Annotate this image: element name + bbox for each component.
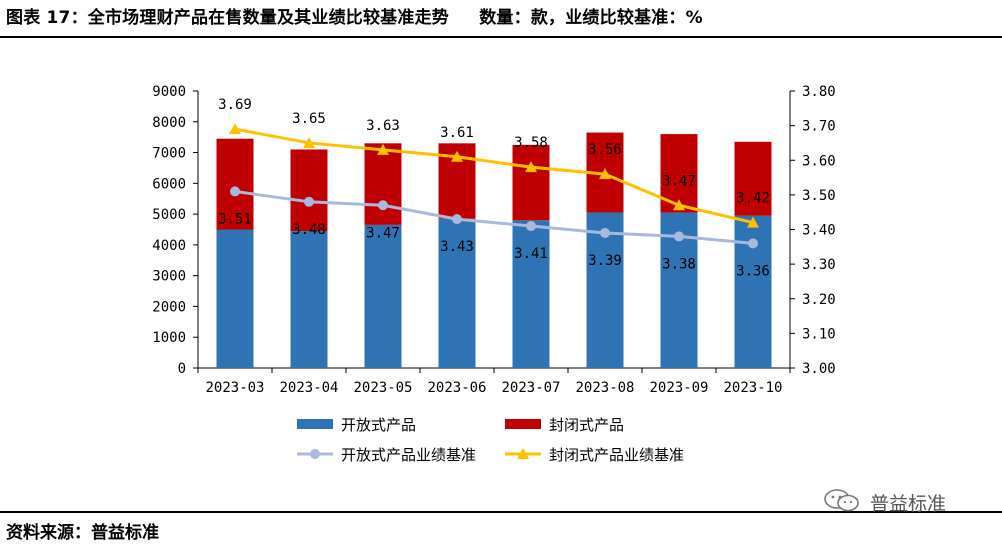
x-tick-label: 2023-06 bbox=[427, 380, 486, 396]
legend-label: 开放式产品业绩基准 bbox=[341, 446, 476, 464]
open-benchmark-point bbox=[378, 200, 388, 211]
legend-label: 封闭式产品业绩基准 bbox=[549, 446, 684, 464]
y-right-tick-label: 3.20 bbox=[802, 292, 836, 308]
open-benchmark-data-label: 3.43 bbox=[440, 239, 474, 255]
open-benchmark-point bbox=[304, 196, 314, 207]
closed-benchmark-point bbox=[377, 143, 389, 155]
bar-closed-products bbox=[512, 144, 550, 221]
open-benchmark-data-label: 3.39 bbox=[588, 253, 622, 269]
y-left-tick-label: 1000 bbox=[152, 330, 186, 346]
legend-item: 封闭式产品 bbox=[505, 416, 624, 434]
closed-benchmark-data-label: 3.56 bbox=[588, 142, 622, 158]
bar-open-products bbox=[512, 220, 550, 368]
units-text: 数量：款，业绩比较基准：% bbox=[479, 8, 703, 28]
open-benchmark-data-label: 3.36 bbox=[736, 263, 770, 279]
open-benchmark-data-label: 3.51 bbox=[218, 211, 252, 227]
open-benchmark-point bbox=[748, 238, 758, 249]
y-left-tick-label: 7000 bbox=[152, 146, 186, 162]
y-right-tick-label: 3.10 bbox=[802, 326, 836, 342]
legend-item: 开放式产品 bbox=[297, 416, 416, 434]
y-right-tick-label: 3.60 bbox=[802, 153, 836, 169]
bottom-rule bbox=[0, 511, 1002, 513]
x-tick-label: 2023-07 bbox=[501, 380, 560, 396]
legend-swatch-marker bbox=[310, 449, 320, 459]
legend-label: 封闭式产品 bbox=[549, 416, 624, 434]
x-tick-label: 2023-03 bbox=[205, 380, 264, 396]
legend-swatch-marker bbox=[517, 448, 529, 459]
open-benchmark-data-label: 3.38 bbox=[662, 256, 696, 272]
open-benchmark-point bbox=[526, 221, 536, 232]
x-tick-label: 2023-09 bbox=[649, 380, 708, 396]
open-benchmark-point bbox=[600, 227, 610, 238]
x-tick-label: 2023-04 bbox=[279, 380, 338, 396]
y-left-tick-label: 4000 bbox=[152, 238, 186, 254]
open-benchmark-point bbox=[230, 186, 240, 197]
y-left-tick-label: 3000 bbox=[152, 269, 186, 285]
y-left-tick-label: 8000 bbox=[152, 115, 186, 131]
legend-swatch bbox=[505, 419, 541, 429]
source-note: 资料来源：普益标准 bbox=[6, 523, 159, 543]
legend-swatch bbox=[297, 419, 333, 429]
open-benchmark-data-label: 3.41 bbox=[514, 246, 548, 262]
wechat-icon bbox=[824, 489, 859, 512]
y-left-tick-label: 9000 bbox=[152, 84, 186, 100]
legend-label: 开放式产品 bbox=[341, 416, 416, 434]
open-benchmark-point bbox=[674, 231, 684, 242]
closed-benchmark-data-label: 3.58 bbox=[514, 135, 548, 151]
open-benchmark-line bbox=[234, 189, 754, 245]
legend-item: 封闭式产品业绩基准 bbox=[505, 446, 684, 464]
closed-benchmark-line bbox=[234, 127, 754, 225]
bar-closed-products bbox=[734, 141, 772, 216]
open-benchmark-point bbox=[452, 214, 462, 225]
closed-benchmark-point bbox=[599, 168, 611, 180]
bar-closed-products bbox=[216, 138, 254, 230]
bar-open-products bbox=[216, 229, 254, 368]
legend-item: 开放式产品业绩基准 bbox=[297, 446, 476, 464]
closed-benchmark-data-label: 3.65 bbox=[292, 111, 326, 127]
watermark-text: 普益标准 bbox=[870, 493, 947, 515]
x-tick-label: 2023-10 bbox=[723, 380, 782, 396]
y-left-tick-label: 2000 bbox=[152, 299, 186, 315]
closed-benchmark-point bbox=[673, 199, 685, 211]
chart-title: 图表 17：全市场理财产品在售数量及其业绩比较基准走势 数量：款，业绩比较基准：… bbox=[6, 3, 703, 28]
y-right-tick-label: 3.50 bbox=[802, 188, 836, 204]
y-right-tick-label: 3.40 bbox=[802, 223, 836, 239]
x-tick-label: 2023-05 bbox=[353, 380, 412, 396]
bar-open-products bbox=[438, 218, 476, 368]
closed-benchmark-data-label: 3.47 bbox=[662, 173, 696, 189]
closed-benchmark-data-label: 3.69 bbox=[218, 97, 252, 113]
y-right-tick-label: 3.70 bbox=[802, 119, 836, 135]
closed-benchmark-data-label: 3.61 bbox=[440, 125, 474, 141]
open-benchmark-data-label: 3.47 bbox=[366, 225, 400, 241]
closed-benchmark-point bbox=[451, 150, 463, 162]
bar-closed-products bbox=[290, 149, 328, 232]
y-right-tick-label: 3.30 bbox=[802, 257, 836, 273]
y-left-tick-label: 6000 bbox=[152, 176, 186, 192]
bar-open-products bbox=[586, 212, 624, 368]
bar-open-products bbox=[290, 231, 328, 368]
closed-benchmark-data-label: 3.63 bbox=[366, 118, 400, 134]
chart-area: 0 1000 2000 3000 4000 5000 6000 7000 8000 9000 3.0… bbox=[152, 84, 836, 464]
top-rule bbox=[0, 36, 1002, 38]
y-right-tick-label: 3.80 bbox=[802, 84, 836, 100]
closed-benchmark-point bbox=[303, 136, 315, 148]
watermark: 普益标准 bbox=[808, 486, 998, 516]
bar-closed-products bbox=[364, 143, 402, 225]
y-left-tick-label: 5000 bbox=[152, 207, 186, 223]
closed-benchmark-data-label: 3.42 bbox=[736, 191, 770, 207]
title-text: 图表 17：全市场理财产品在售数量及其业绩比较基准走势 bbox=[6, 8, 449, 28]
closed-benchmark-point bbox=[747, 216, 759, 228]
open-benchmark-data-label: 3.48 bbox=[292, 222, 326, 238]
x-tick-label: 2023-08 bbox=[575, 380, 634, 396]
closed-benchmark-point bbox=[525, 161, 537, 173]
y-right-tick-label: 3.00 bbox=[802, 361, 836, 377]
closed-benchmark-point bbox=[229, 123, 241, 135]
bar-open-products bbox=[364, 224, 402, 368]
y-left-tick-label: 0 bbox=[178, 361, 186, 377]
